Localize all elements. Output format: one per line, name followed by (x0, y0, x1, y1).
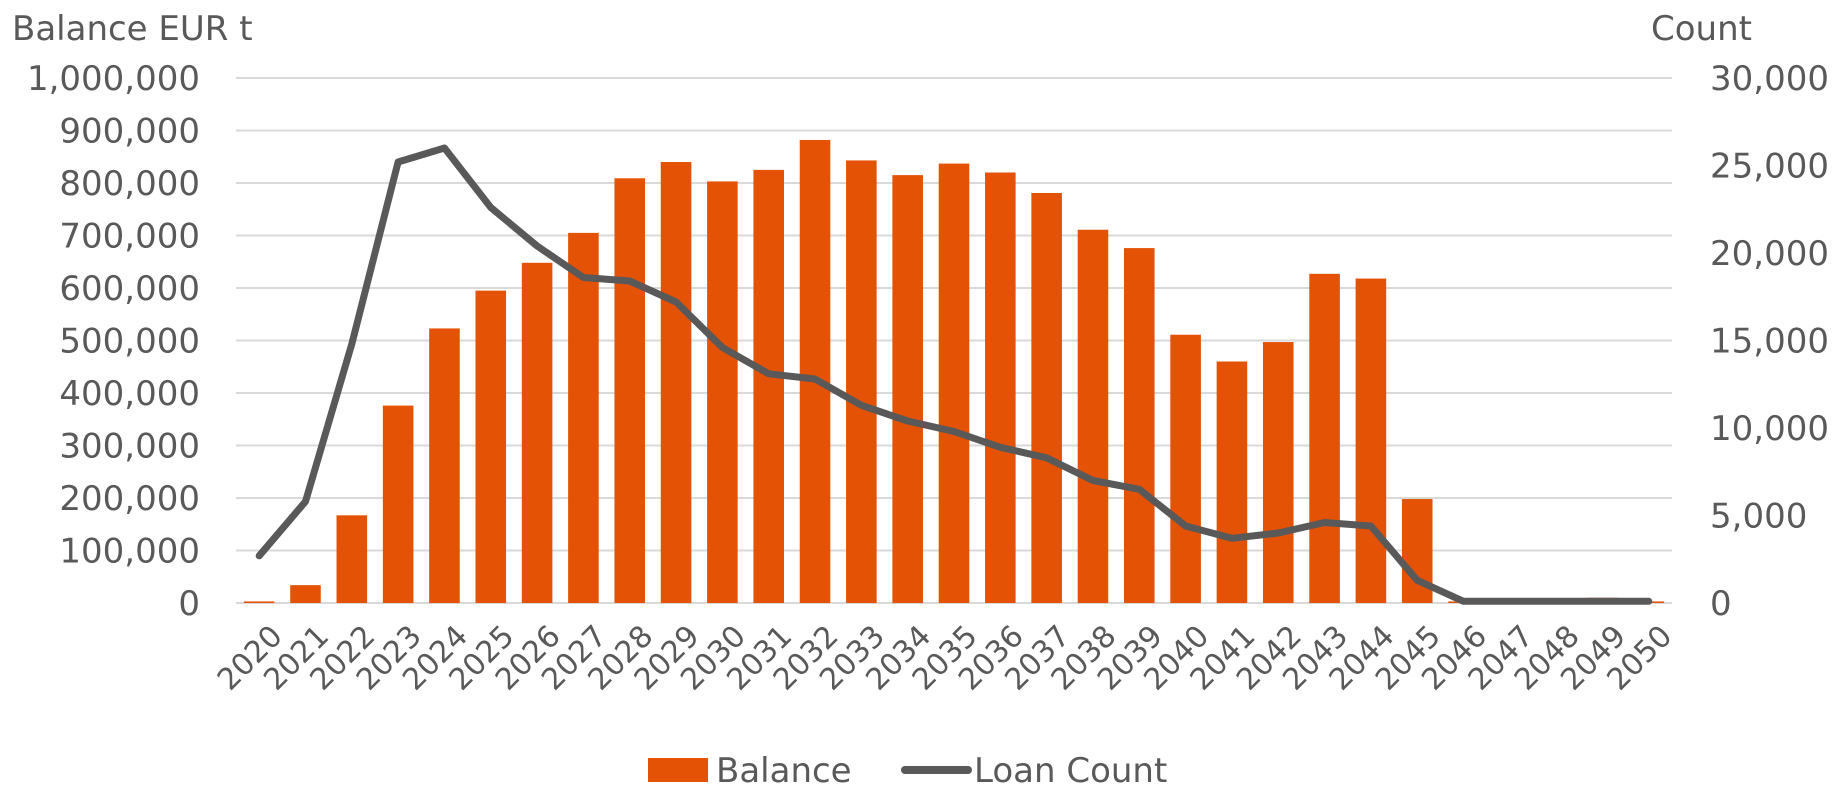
right-tick-label: 15,000 (1710, 322, 1829, 362)
right-tick-label: 25,000 (1710, 147, 1829, 187)
legend-label-balance: Balance (716, 751, 852, 788)
right-tick-label: 5,000 (1710, 497, 1807, 537)
left-axis-ticks: 0 100,000 200,000 300,000 400,000 500,000 600,… (27, 59, 200, 624)
right-tick-label: 30,000 (1710, 59, 1829, 99)
left-tick-label: 500,000 (59, 322, 200, 362)
right-axis-title: Count (1651, 9, 1752, 49)
balance-bar (382, 405, 414, 603)
left-tick-label: 800,000 (59, 164, 200, 204)
balance-bar (521, 262, 553, 603)
balance-bar (846, 160, 877, 604)
loan-count-line-group (255, 144, 1653, 605)
balance-bar (1262, 342, 1294, 603)
left-tick-label: 700,000 (59, 217, 200, 257)
legend-label-loan-count: Loan Count (974, 751, 1167, 788)
balance-bar (753, 169, 784, 603)
balance-bar (290, 585, 321, 603)
left-tick-label: 900,000 (59, 112, 200, 152)
x-axis-ticks: 2020202120222023202420252026202720282029… (211, 619, 1679, 698)
balance-bar (568, 232, 599, 603)
left-tick-label: 600,000 (59, 269, 200, 309)
balance-bar (1077, 229, 1109, 603)
balance-bar (799, 139, 831, 603)
left-tick-label: 1,000,000 (27, 59, 200, 99)
left-axis-title: Balance EUR t (12, 9, 253, 49)
right-tick-label: 20,000 (1710, 234, 1829, 274)
balance-bars (243, 139, 1665, 604)
balance-bar (1124, 248, 1155, 603)
right-axis-ticks: 0 5,000 10,000 15,000 20,000 25,000 30,000 (1710, 59, 1829, 624)
right-tick-label: 10,000 (1710, 409, 1829, 449)
balance-bar (707, 181, 738, 604)
balance-bar (660, 162, 692, 603)
right-tick-label: 0 (1710, 584, 1732, 624)
balance-bar (938, 163, 970, 603)
balance-bar (1216, 361, 1248, 603)
legend-swatch-balance (648, 758, 708, 782)
balance-bar (1355, 278, 1387, 603)
balance-bar (243, 601, 275, 603)
loan-count-line (255, 144, 1653, 605)
balance-bar (892, 175, 923, 603)
balance-bar (1309, 273, 1340, 603)
legend: Balance Loan Count (648, 751, 1167, 788)
balance-bar (614, 178, 646, 603)
left-tick-label: 300,000 (59, 427, 200, 467)
left-tick-label: 0 (178, 584, 200, 624)
left-tick-label: 100,000 (59, 532, 200, 572)
balance-bar (985, 172, 1016, 603)
left-tick-label: 400,000 (59, 374, 200, 414)
balance-bar (475, 290, 507, 603)
balance-bar (336, 515, 368, 603)
balance-bar (1031, 192, 1062, 603)
left-tick-label: 200,000 (59, 479, 200, 519)
balance-bar (1170, 334, 1201, 603)
balance-bar (429, 328, 460, 603)
